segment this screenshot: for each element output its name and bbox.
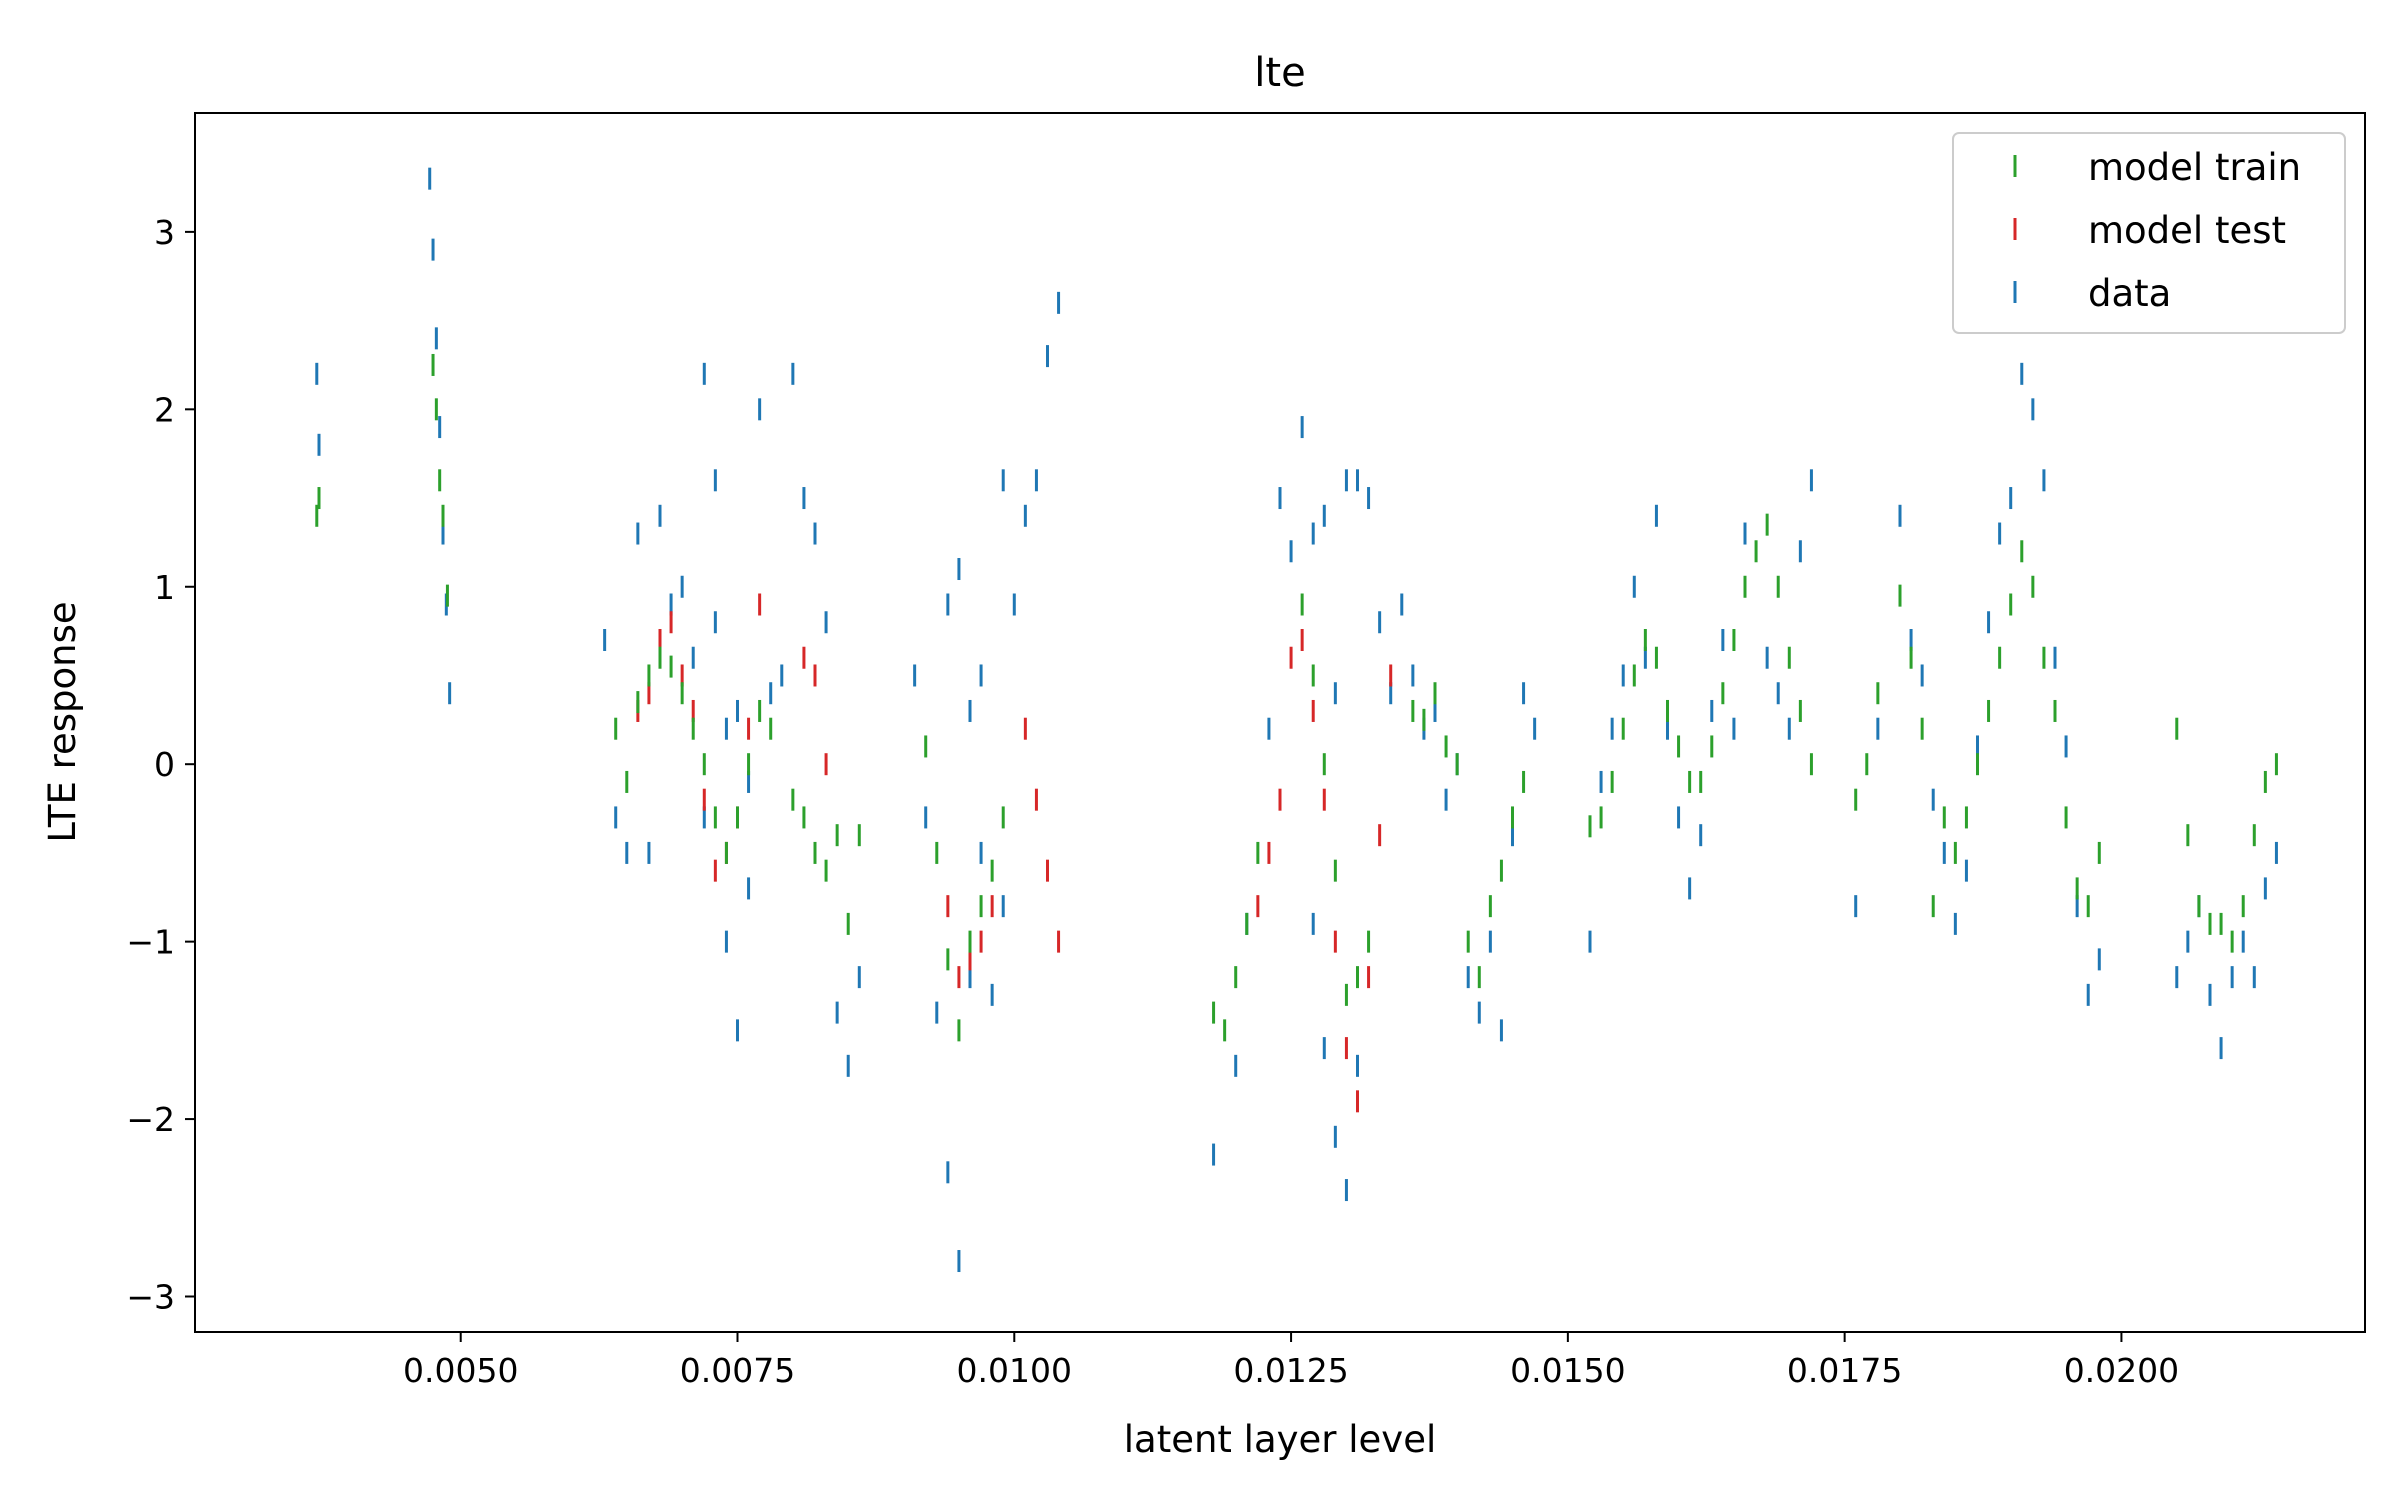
- y-axis-label: LTE response: [41, 601, 84, 842]
- y-axis: −3 −2 −1 0 1 2 3: [126, 213, 195, 1317]
- legend: model train model test data: [1952, 132, 2346, 334]
- x-tick-label: 0.0150: [1510, 1351, 1625, 1390]
- series-data: [315, 167, 2278, 1273]
- plot-area-frame: [194, 112, 2366, 1333]
- chart-title: lte: [1254, 50, 1305, 96]
- x-tick-label: 0.0050: [403, 1351, 518, 1390]
- series-model-train: [315, 353, 2278, 1042]
- x-tick-label: 0.0075: [680, 1351, 795, 1390]
- x-tick-label: 0.0100: [957, 1351, 1072, 1390]
- y-tick-label: 3: [154, 213, 175, 252]
- x-axis-label: latent layer level: [1124, 1418, 1437, 1461]
- y-tick-label: 1: [154, 568, 175, 607]
- series-model-test: [636, 593, 1393, 1113]
- legend-label-model-train: model train: [2088, 146, 2301, 189]
- y-tick-label: −2: [126, 1100, 175, 1139]
- x-tick-label: 0.0200: [2064, 1351, 2179, 1390]
- data-layer: [315, 167, 2278, 1273]
- legend-label-model-test: model test: [2088, 209, 2286, 252]
- y-tick-label: 2: [154, 390, 175, 429]
- y-tick-label: 0: [154, 745, 175, 784]
- x-axis: 0.0050 0.0075 0.0100 0.0125 0.0150 0.0175 0.02…: [403, 1332, 2179, 1390]
- y-tick-label: −1: [126, 923, 175, 962]
- legend-label-data: data: [2088, 272, 2171, 315]
- y-tick-label: −3: [126, 1278, 175, 1317]
- x-tick-label: 0.0125: [1233, 1351, 1348, 1390]
- x-tick-label: 0.0175: [1787, 1351, 1902, 1390]
- legend-box: [1952, 132, 2346, 334]
